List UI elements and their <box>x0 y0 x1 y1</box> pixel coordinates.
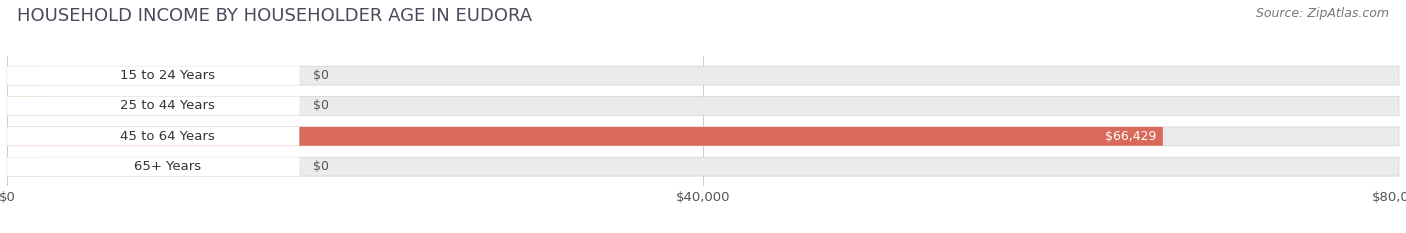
Text: $66,429: $66,429 <box>1105 130 1156 143</box>
FancyBboxPatch shape <box>7 97 299 115</box>
Text: HOUSEHOLD INCOME BY HOUSEHOLDER AGE IN EUDORA: HOUSEHOLD INCOME BY HOUSEHOLDER AGE IN E… <box>17 7 531 25</box>
FancyBboxPatch shape <box>7 127 1163 146</box>
Text: $0: $0 <box>314 69 329 82</box>
Text: 45 to 64 Years: 45 to 64 Years <box>121 130 215 143</box>
FancyBboxPatch shape <box>7 157 299 176</box>
Text: 15 to 24 Years: 15 to 24 Years <box>121 69 215 82</box>
FancyBboxPatch shape <box>7 127 1399 146</box>
Text: $0: $0 <box>314 99 329 113</box>
FancyBboxPatch shape <box>7 127 299 146</box>
FancyBboxPatch shape <box>7 97 42 115</box>
FancyBboxPatch shape <box>7 157 1399 176</box>
FancyBboxPatch shape <box>7 66 42 85</box>
FancyBboxPatch shape <box>7 66 1399 85</box>
FancyBboxPatch shape <box>7 66 299 85</box>
Text: 25 to 44 Years: 25 to 44 Years <box>121 99 215 113</box>
FancyBboxPatch shape <box>7 157 42 176</box>
FancyBboxPatch shape <box>7 97 1399 115</box>
Text: Source: ZipAtlas.com: Source: ZipAtlas.com <box>1256 7 1389 20</box>
Text: $0: $0 <box>314 160 329 173</box>
Text: 65+ Years: 65+ Years <box>134 160 201 173</box>
